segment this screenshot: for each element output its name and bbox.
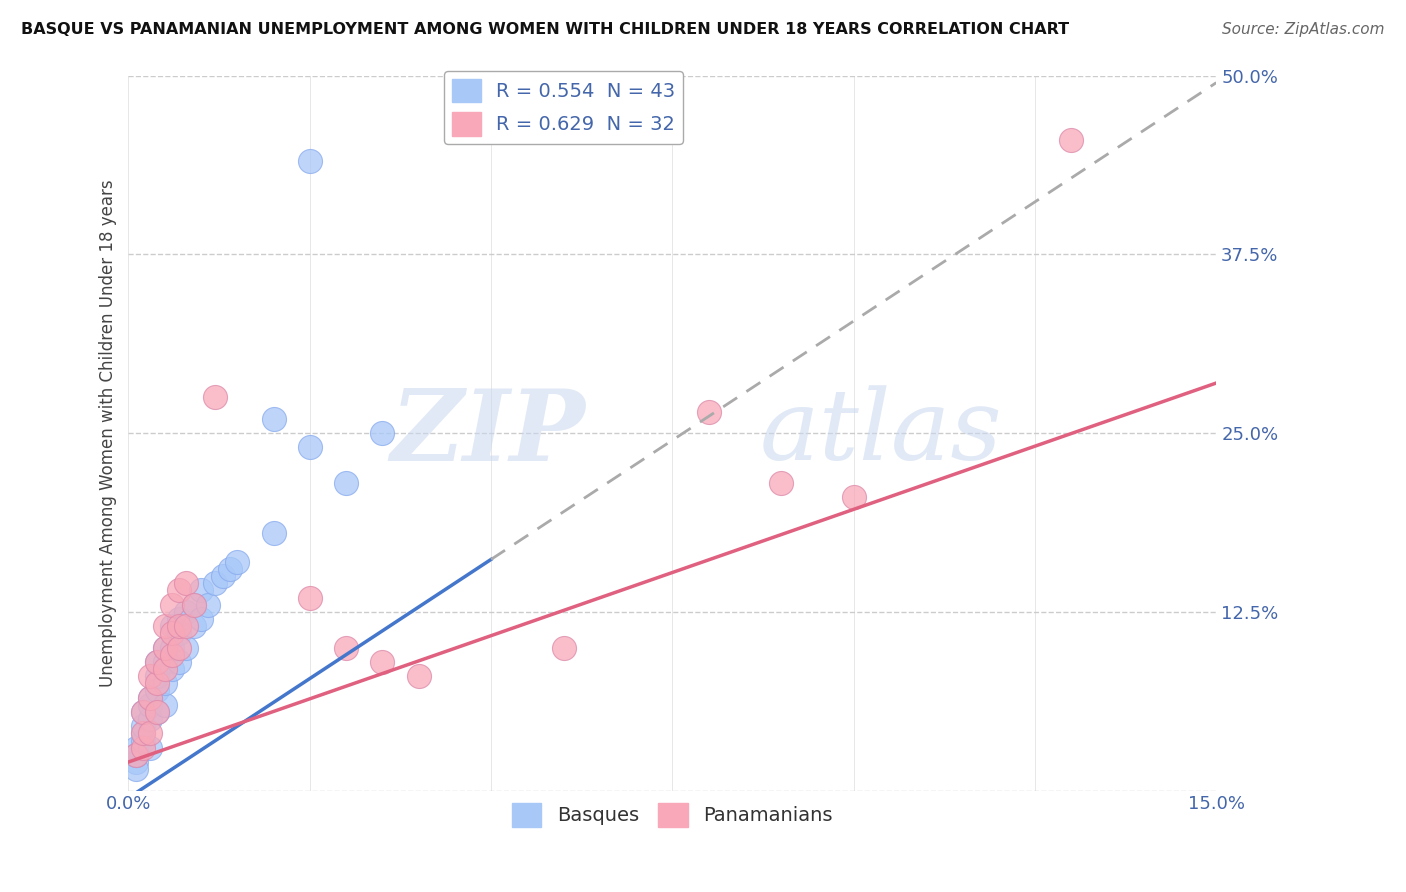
Legend: Basques, Panamanians: Basques, Panamanians — [505, 796, 841, 835]
Point — [190, 612, 212, 626]
Point — [146, 655, 169, 669]
Point — [176, 605, 198, 619]
Point — [153, 698, 176, 712]
Point — [160, 648, 183, 662]
Point — [167, 640, 190, 655]
Point — [132, 740, 155, 755]
Point — [298, 154, 321, 169]
Point — [197, 598, 219, 612]
Point — [132, 726, 155, 740]
Point — [167, 626, 190, 640]
Point — [160, 598, 183, 612]
Point — [408, 669, 430, 683]
Point — [167, 655, 190, 669]
Point — [298, 591, 321, 605]
Point — [146, 705, 169, 719]
Point — [697, 404, 720, 418]
Text: BASQUE VS PANAMANIAN UNEMPLOYMENT AMONG WOMEN WITH CHILDREN UNDER 18 YEARS CORRE: BASQUE VS PANAMANIAN UNEMPLOYMENT AMONG … — [21, 22, 1069, 37]
Point — [770, 476, 793, 491]
Point — [132, 733, 155, 747]
Point — [153, 662, 176, 676]
Point — [1060, 133, 1083, 147]
Point — [167, 612, 190, 626]
Point — [160, 626, 183, 640]
Point — [125, 755, 148, 769]
Point — [132, 705, 155, 719]
Point — [263, 411, 285, 425]
Point — [298, 441, 321, 455]
Point — [153, 619, 176, 633]
Point — [146, 705, 169, 719]
Point — [139, 698, 162, 712]
Point — [371, 425, 394, 440]
Point — [153, 640, 176, 655]
Point — [139, 669, 162, 683]
Point — [190, 583, 212, 598]
Point — [153, 640, 176, 655]
Point — [204, 576, 226, 591]
Point — [139, 690, 162, 705]
Point — [139, 740, 162, 755]
Point — [125, 747, 148, 762]
Point — [167, 583, 190, 598]
Point — [176, 619, 198, 633]
Text: Source: ZipAtlas.com: Source: ZipAtlas.com — [1222, 22, 1385, 37]
Point — [183, 598, 205, 612]
Point — [153, 676, 176, 690]
Point — [132, 726, 155, 740]
Point — [183, 598, 205, 612]
Point — [335, 476, 357, 491]
Point — [335, 640, 357, 655]
Point — [183, 619, 205, 633]
Point — [219, 562, 242, 576]
Point — [211, 569, 233, 583]
Point — [160, 640, 183, 655]
Point — [553, 640, 575, 655]
Point — [160, 619, 183, 633]
Point — [263, 526, 285, 541]
Point — [226, 555, 249, 569]
Point — [139, 690, 162, 705]
Point — [132, 705, 155, 719]
Point — [146, 655, 169, 669]
Point — [125, 747, 148, 762]
Point — [371, 655, 394, 669]
Point — [176, 640, 198, 655]
Text: ZIP: ZIP — [391, 384, 585, 482]
Point — [146, 676, 169, 690]
Point — [125, 740, 148, 755]
Point — [842, 491, 865, 505]
Text: atlas: atlas — [759, 385, 1002, 481]
Y-axis label: Unemployment Among Women with Children Under 18 years: Unemployment Among Women with Children U… — [100, 179, 117, 687]
Point — [139, 712, 162, 726]
Point — [146, 683, 169, 698]
Point — [167, 619, 190, 633]
Point — [125, 762, 148, 776]
Point — [153, 655, 176, 669]
Point — [139, 726, 162, 740]
Point — [204, 390, 226, 404]
Point — [160, 662, 183, 676]
Point — [176, 576, 198, 591]
Point — [146, 669, 169, 683]
Point — [132, 719, 155, 733]
